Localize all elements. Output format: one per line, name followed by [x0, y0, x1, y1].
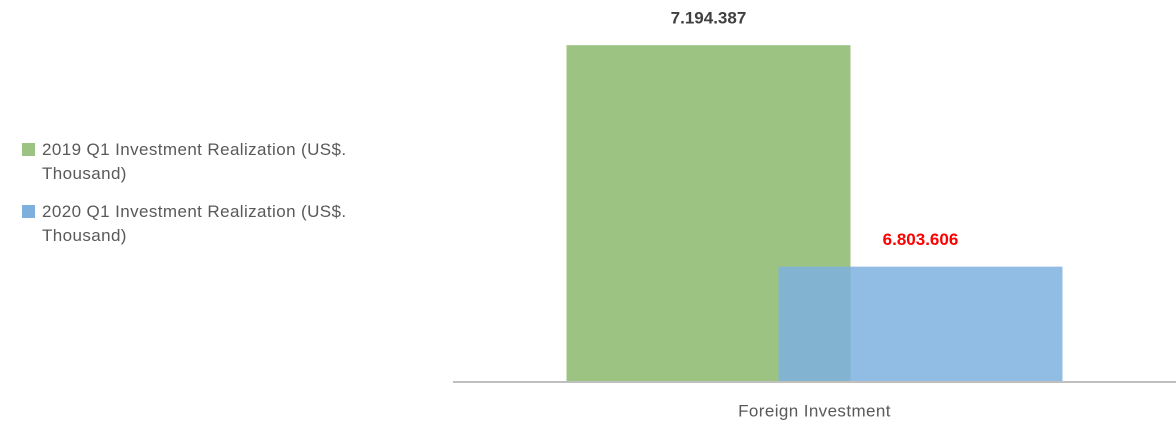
legend-item: 2020 Q1 Investment Realization (US$. Tho… — [22, 200, 422, 248]
value-label: 6.803.606 — [883, 230, 959, 249]
legend-label: 2019 Q1 Investment Realization (US$. Tho… — [42, 140, 347, 183]
legend-label: 2020 Q1 Investment Realization (US$. Tho… — [42, 202, 347, 245]
legend-item: 2019 Q1 Investment Realization (US$. Tho… — [22, 138, 422, 186]
x-tick-label: Foreign Investment — [738, 401, 891, 420]
value-label: 7.194.387 — [671, 9, 747, 28]
legend-swatch — [22, 143, 35, 156]
legend: 2019 Q1 Investment Realization (US$. Tho… — [22, 138, 422, 262]
legend-swatch — [22, 205, 35, 218]
bar — [778, 266, 1063, 382]
